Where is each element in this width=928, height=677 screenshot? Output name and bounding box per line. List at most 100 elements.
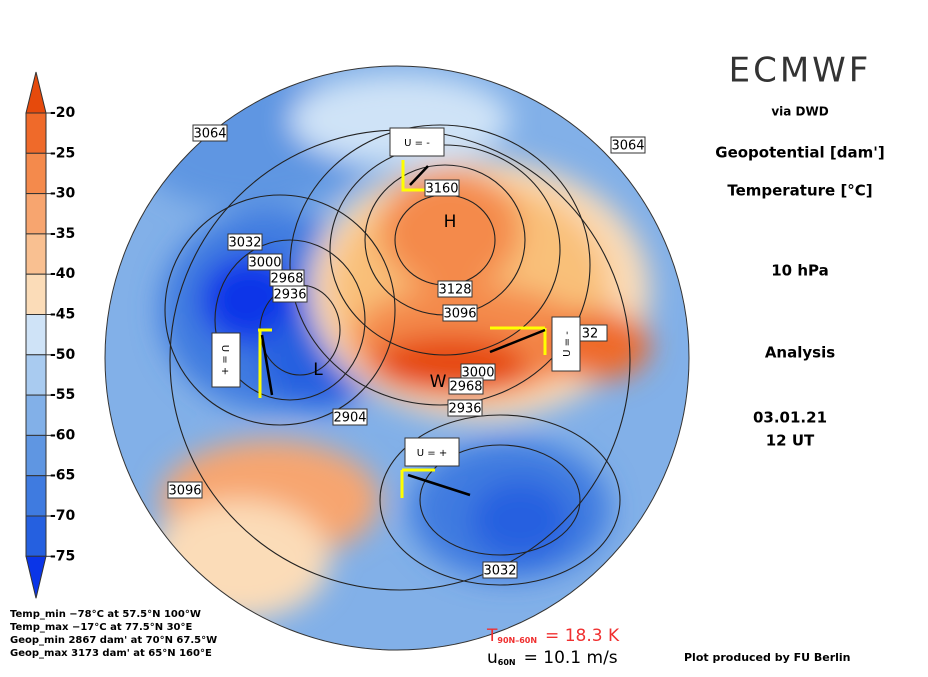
date: 03.01.21	[753, 409, 827, 427]
colorbar-label: -55	[50, 387, 75, 403]
colorbar-cell	[25, 434, 47, 477]
contour-label: 3000	[460, 363, 496, 381]
source: via DWD	[771, 105, 828, 119]
colorbar-label: -25	[50, 145, 75, 161]
colorbar-cap	[25, 71, 47, 114]
contour-value: 3000	[248, 256, 281, 271]
annotation-box	[389, 127, 445, 157]
label-box	[227, 233, 263, 251]
label-box	[610, 136, 646, 154]
colorbar-label: -30	[50, 186, 76, 202]
stat-line: Temp_min −78°C at 57.5°N 100°W	[10, 609, 201, 620]
contour-label: 3032	[482, 561, 518, 579]
colorbar-label: -65	[50, 468, 75, 484]
colorbar-label: -60	[50, 427, 76, 443]
colorbar-label: -50	[50, 347, 76, 363]
stat-line: Temp_max −17°C at 77.5°N 30°E	[10, 622, 193, 633]
colorbar-cell	[25, 515, 47, 557]
annotation-text: U = +	[219, 345, 230, 375]
contour-value: 2936	[273, 288, 306, 303]
contour-label: 3128	[437, 280, 473, 298]
colorbar-cell	[25, 475, 47, 517]
colorbar-label: -35	[50, 226, 75, 242]
contour-label: 3064	[192, 124, 228, 142]
index-symbol: u	[487, 648, 498, 668]
colorbar-cell	[25, 193, 47, 235]
contour-value: 2968	[449, 380, 482, 395]
index-value: = 10.1 m/s	[524, 648, 618, 668]
colorbar-cell	[25, 152, 47, 195]
label-box	[447, 399, 483, 417]
stat-line: Geop_max 3173 dam' at 65°N 160°E	[10, 648, 212, 659]
center-marker: W	[430, 372, 447, 392]
contour-value: 32	[582, 327, 599, 342]
contour-label: 2936	[447, 399, 483, 417]
colorbar-label: -45	[50, 307, 75, 323]
contour-value: 2936	[448, 402, 481, 417]
colorbar-cap	[25, 555, 47, 599]
index-value: = 18.3 K	[545, 626, 620, 646]
annotation-text: U = -	[562, 331, 573, 357]
center-marker: H	[444, 212, 457, 232]
label-box	[192, 124, 228, 142]
label-box	[272, 285, 308, 303]
index: u60N = 10.1 m/s	[487, 648, 618, 668]
contour-label: 3096	[442, 304, 478, 322]
annotation-box	[211, 332, 241, 388]
annotation-box	[551, 316, 581, 372]
contour-label: 2968	[448, 377, 484, 395]
contour-label: 3064	[610, 136, 646, 154]
contour-value: 3128	[438, 283, 471, 298]
contour-value: 3160	[425, 182, 458, 197]
index: T90N–60N = 18.3 K	[486, 626, 620, 646]
contour-value: 3096	[168, 484, 201, 499]
annotation-text: U = +	[417, 448, 447, 459]
contour-label: 3032	[227, 233, 263, 251]
kind: Analysis	[765, 344, 835, 362]
contour-label: 2904	[332, 408, 368, 426]
center-marker: L	[313, 360, 323, 380]
label-box	[332, 408, 368, 426]
colorbar-label: -40	[50, 266, 76, 282]
label-box	[442, 304, 478, 322]
level: 10 hPa	[771, 262, 829, 280]
wind-arrows	[260, 165, 546, 497]
contour-label: 3096	[167, 481, 203, 499]
colorbar-cell	[25, 354, 47, 396]
index-symbol: T	[486, 626, 498, 646]
index-subscript: 90N–60N	[497, 636, 537, 645]
index-subscript: 60N	[498, 658, 516, 667]
credit: Plot produced by FU Berlin	[684, 651, 851, 664]
colorbar-cell	[25, 273, 47, 316]
stat-line: Geop_min 2867 dam' at 70°N 67.5°W	[10, 635, 217, 646]
time: 12 UT	[766, 432, 815, 450]
annotation-text: U = -	[404, 138, 430, 149]
map-border	[104, 65, 690, 651]
label-box	[482, 561, 518, 579]
label-box	[437, 280, 473, 298]
colorbar-label: -70	[50, 508, 76, 524]
label-box	[167, 481, 203, 499]
contour-value: 3000	[461, 366, 494, 381]
label-box	[448, 377, 484, 395]
wind-annotation: U = -	[551, 316, 581, 372]
field: Temperature [°C]	[727, 182, 872, 200]
wind-annotation: U = -	[389, 127, 445, 157]
contour-label: 2936	[272, 285, 308, 303]
contour-value: 3064	[611, 139, 644, 154]
wind-annotation: U = +	[211, 332, 241, 388]
contour-label: 3160	[424, 179, 460, 197]
contour-label: 2968	[269, 269, 305, 287]
colorbar-label: -75	[50, 548, 75, 564]
colorbar-label: -20	[50, 105, 76, 121]
contour-value: 2904	[333, 411, 366, 426]
contour-label: 3000	[247, 253, 283, 271]
field: Geopotential [dam']	[715, 144, 884, 162]
colorbar-cell	[25, 233, 47, 275]
wind-annotation: U = +	[404, 437, 460, 467]
label-box	[247, 253, 283, 271]
contour-value: 3032	[228, 236, 261, 251]
label-box	[424, 179, 460, 197]
colorbar-cell	[25, 112, 47, 154]
